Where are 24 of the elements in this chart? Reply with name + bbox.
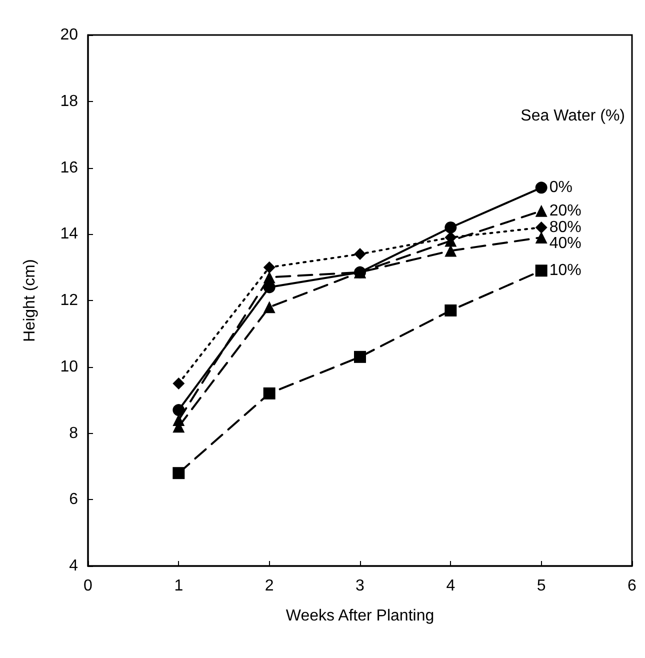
y-tick-label: 4 (69, 558, 78, 574)
x-tick-label: 5 (536, 578, 546, 594)
x-tick-label: 1 (174, 578, 184, 594)
y-tick-label: 6 (69, 491, 78, 508)
series-label: 20% (549, 202, 582, 220)
y-tick-label: 20 (60, 26, 78, 44)
x-tick-label: 3 (356, 578, 365, 594)
y-tick-label: 10 (60, 358, 78, 376)
y-axis-title: Height (cm) (22, 259, 38, 342)
series-label: 0% (549, 179, 572, 196)
x-tick-label: 6 (628, 578, 637, 594)
legend-title: Sea Water (%) (520, 108, 626, 124)
y-tick-label: 12 (60, 292, 78, 309)
y-tick-label: 18 (60, 92, 78, 110)
x-tick-label: 0 (84, 578, 93, 594)
x-axis-title: Weeks After Planting (286, 608, 434, 624)
series-label: 10% (549, 262, 582, 280)
x-tick-label: 2 (264, 578, 274, 594)
series-label: 80% (549, 218, 582, 236)
y-tick-label: 14 (60, 226, 78, 243)
series-label: 40% (549, 234, 582, 252)
y-tick-label: 16 (60, 159, 78, 176)
y-tick-label: 8 (69, 424, 78, 442)
x-tick-label: 4 (446, 578, 456, 594)
